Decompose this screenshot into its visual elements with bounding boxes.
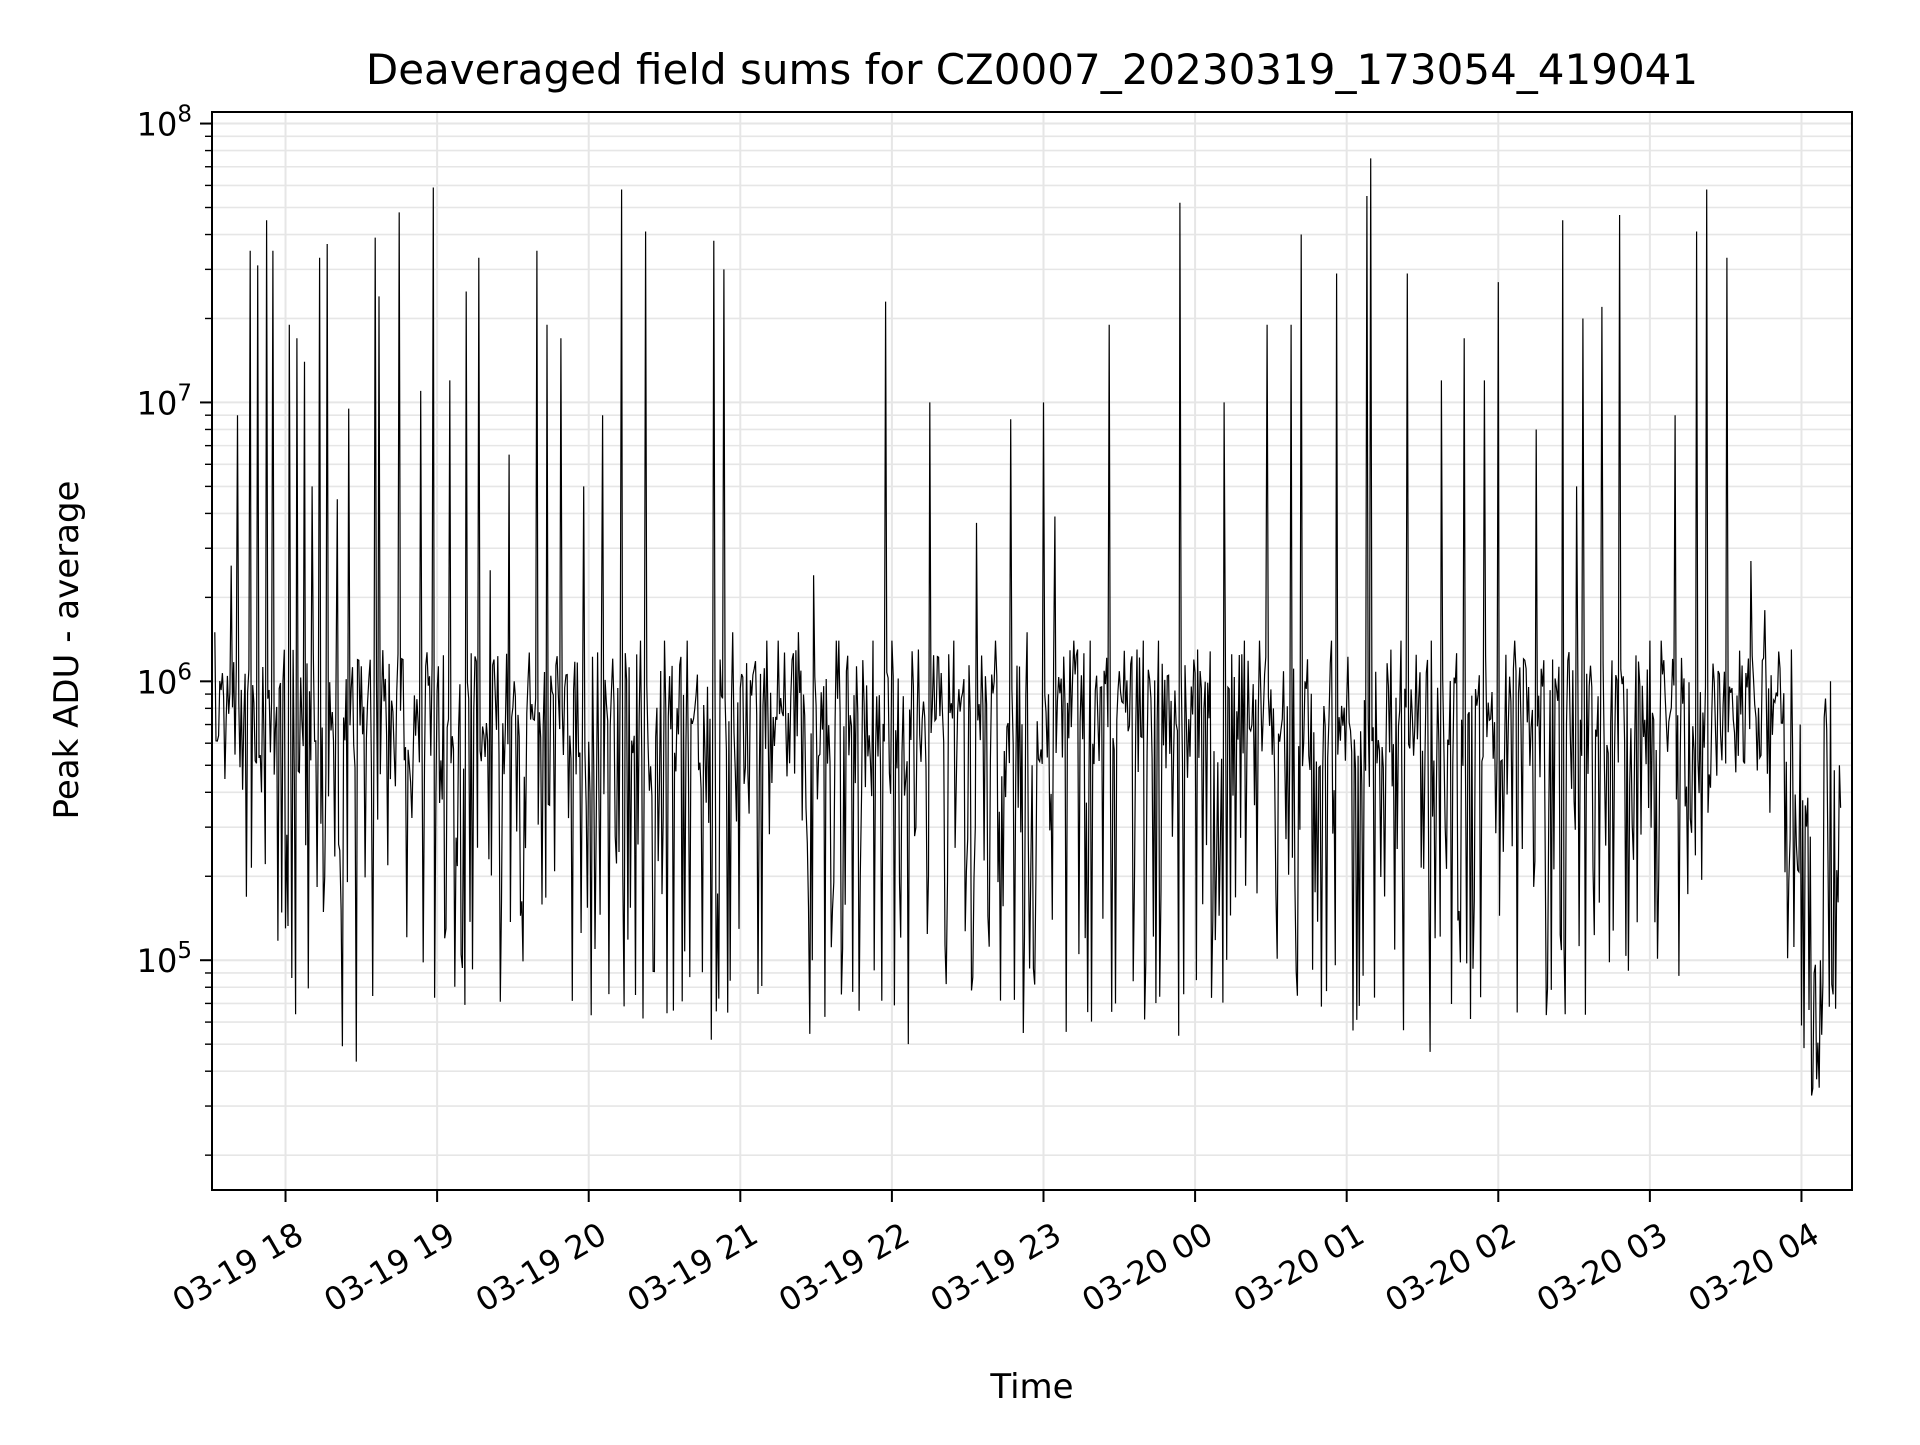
y-tick-label: 106 — [137, 659, 192, 701]
y-tick-label: 107 — [137, 380, 192, 422]
chart-title: Deaveraged field sums for CZ0007_2023031… — [366, 45, 1698, 94]
x-axis-label: Time — [989, 1367, 1073, 1407]
y-axis-label: Peak ADU - average — [47, 481, 87, 820]
y-tick-label: 108 — [137, 102, 192, 144]
series-layer — [214, 158, 1842, 1096]
y-axis: 105 106 107 108 — [137, 102, 212, 1156]
y-tick-label: 105 — [137, 938, 192, 980]
series-line-0 — [214, 158, 1842, 1096]
plot-frame — [211, 111, 1853, 1191]
